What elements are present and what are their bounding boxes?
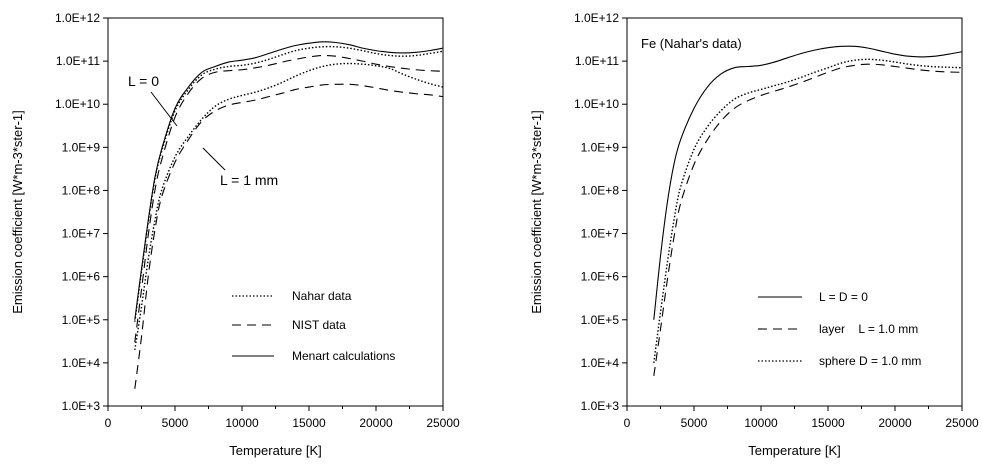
y-tick-label: 1.0E+12 (55, 11, 100, 25)
y-tick-label: 1.0E+11 (56, 54, 100, 68)
y-tick-label: 1.0E+10 (55, 97, 100, 111)
x-tick-label: 20000 (359, 416, 393, 430)
x-tick-label: 0 (624, 416, 631, 430)
y-tick-label: 1.0E+7 (62, 227, 101, 241)
tick-labels-left: 0 5000 10000 15000 20000 25000 1.0E+3 1.0E+4 1.0… (55, 11, 460, 430)
series-group-right (653, 45, 963, 376)
series-line-left-4-dashed (134, 83, 444, 389)
chart-right: 0 5000 10000 15000 20000 25000 1.0E+3 1.0E+4 1.0… (529, 11, 979, 458)
legend-label-layer: layer L = 1.0 mm (819, 322, 918, 336)
y-tick-label: 1.0E+9 (62, 140, 101, 154)
y-tick-label: 1.0E+3 (581, 399, 620, 413)
x-tick-label: 15000 (811, 416, 845, 430)
legend-label-nahar: Nahar data (292, 289, 352, 303)
x-tick-label: 0 (105, 416, 112, 430)
chart-left: 0 5000 10000 15000 20000 25000 1.0E+3 1.0E+4 1.0… (10, 11, 460, 458)
x-tick-label: 15000 (292, 416, 326, 430)
y-tick-label: 1.0E+9 (581, 140, 620, 154)
y-tick-label: 1.0E+6 (62, 270, 101, 284)
tick-labels-right: 0 5000 10000 15000 20000 25000 1.0E+3 1.0E+4 1.0… (574, 11, 979, 430)
legend-label-sphere: sphere D = 1.0 mm (819, 354, 921, 368)
y-tick-label: 1.0E+5 (581, 313, 620, 327)
x-axis-title-left: Temperature [K] (229, 443, 322, 458)
y-tick-label: 1.0E+3 (62, 399, 101, 413)
legend-label-menart: Menart calculations (292, 349, 395, 363)
legend-label-l-d-zero: L = D = 0 (819, 290, 868, 304)
legend-left: Nahar data NIST data Menart calculations (232, 289, 395, 363)
legend-right: L = D = 0 layer L = 1.0 mm sphere D = 1.… (758, 290, 921, 368)
tick-marks-left (103, 17, 444, 411)
y-tick-label: 1.0E+6 (581, 270, 620, 284)
y-axis-title-right: Emission coefficient [W*m-3*ster-1] (529, 110, 544, 314)
series-line-left-2-dashed (134, 54, 444, 343)
panel-title-right: Fe (Nahar's data) (641, 36, 742, 51)
series-line-left-1-dotted (134, 45, 444, 322)
annotation-l-zero: L = 0 (128, 73, 159, 89)
tick-marks-right (622, 17, 963, 411)
annotation-l-zero-leader (150, 91, 178, 127)
legend-label-nist: NIST data (292, 318, 346, 332)
y-tick-label: 1.0E+4 (581, 356, 620, 370)
annotation-l-one-mm: L = 1 mm (220, 172, 278, 188)
series-line-right-2-dotted (653, 58, 963, 363)
x-tick-label: 25000 (945, 416, 979, 430)
x-tick-label: 25000 (426, 416, 460, 430)
y-tick-label: 1.0E+7 (581, 227, 620, 241)
y-tick-label: 1.0E+12 (574, 11, 619, 25)
series-line-left-0-solid (134, 41, 444, 320)
series-line-left-3-dotted (134, 62, 444, 351)
y-tick-label: 1.0E+10 (574, 97, 619, 111)
y-tick-label: 1.0E+8 (581, 183, 620, 197)
x-tick-label: 20000 (878, 416, 912, 430)
series-line-right-0-solid (653, 45, 963, 320)
y-tick-label: 1.0E+4 (62, 356, 101, 370)
x-tick-label: 5000 (162, 416, 189, 430)
y-tick-label: 1.0E+5 (62, 313, 101, 327)
series-line-right-1-dashed (653, 63, 963, 376)
plot-frame-right (626, 17, 963, 407)
x-tick-label: 10000 (225, 416, 259, 430)
x-tick-label: 10000 (744, 416, 778, 430)
series-group-left (134, 41, 444, 389)
y-axis-title-left: Emission coefficient [W*m-3*ster-1] (10, 110, 25, 314)
y-tick-label: 1.0E+11 (575, 54, 619, 68)
annotation-l-one-mm-leader (202, 147, 226, 171)
x-axis-title-right: Temperature [K] (748, 443, 841, 458)
y-tick-label: 1.0E+8 (62, 183, 101, 197)
x-tick-label: 5000 (681, 416, 708, 430)
